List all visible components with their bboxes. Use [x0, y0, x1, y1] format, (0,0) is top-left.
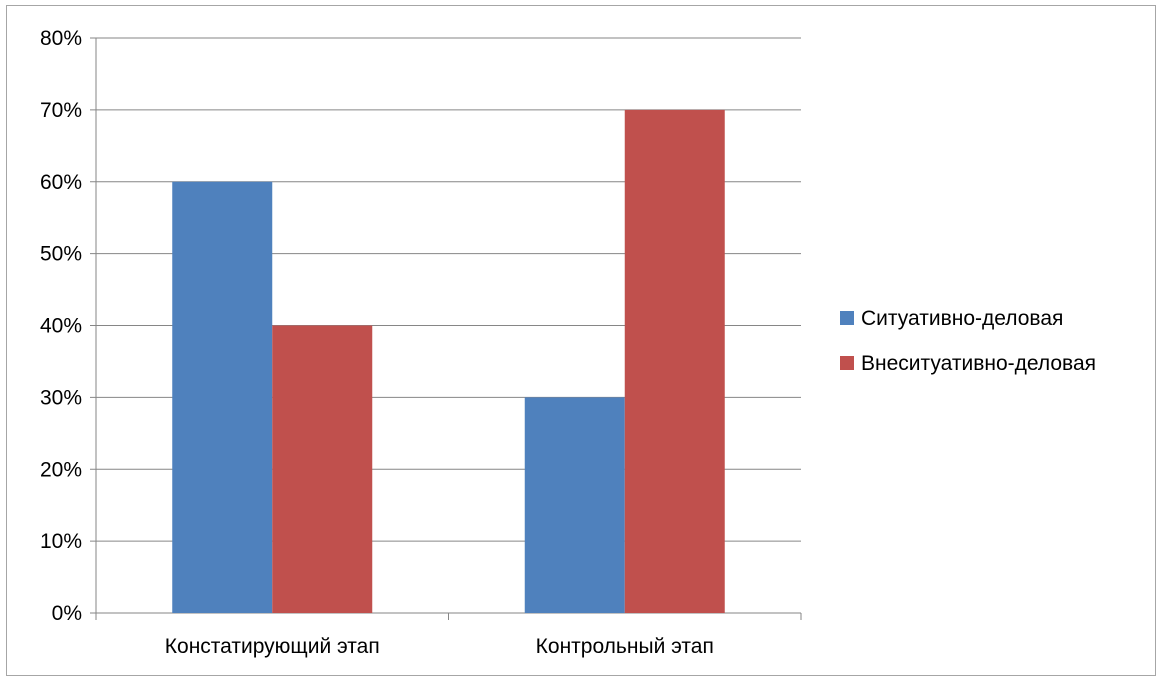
- bar-2-2: [624, 109, 725, 613]
- y-tick-label: 10%: [40, 530, 82, 553]
- legend-swatch-2: [840, 356, 854, 370]
- y-tick-label: 30%: [40, 386, 82, 409]
- chart-frame: 0% 10% 20% 30% 40% 50% 60% 70% 80% Констатирующий…: [6, 5, 1156, 676]
- x-category-label: Констатирующий этап: [165, 635, 380, 658]
- y-tick-label: 0%: [52, 602, 82, 625]
- y-tick-label: 20%: [40, 458, 82, 481]
- bar-chart: 0% 10% 20% 30% 40% 50% 60% 70% 80% Констатирующий…: [40, 27, 1096, 658]
- bar-1-1: [172, 181, 273, 613]
- y-tick-label: 60%: [40, 171, 82, 194]
- y-tick-label: 80%: [40, 27, 82, 50]
- y-tick-label: 40%: [40, 315, 82, 338]
- legend-swatch-1: [840, 311, 854, 325]
- bar-2-1: [272, 325, 373, 613]
- legend-label-1: Ситуативно-деловая: [861, 307, 1063, 330]
- legend-label-2: Внеситуативно-деловая: [861, 352, 1096, 375]
- y-tick-label: 70%: [40, 99, 82, 122]
- y-tick-label: 50%: [40, 243, 82, 266]
- x-category-label: Контрольный этап: [536, 635, 714, 658]
- bar-1-2: [524, 397, 625, 613]
